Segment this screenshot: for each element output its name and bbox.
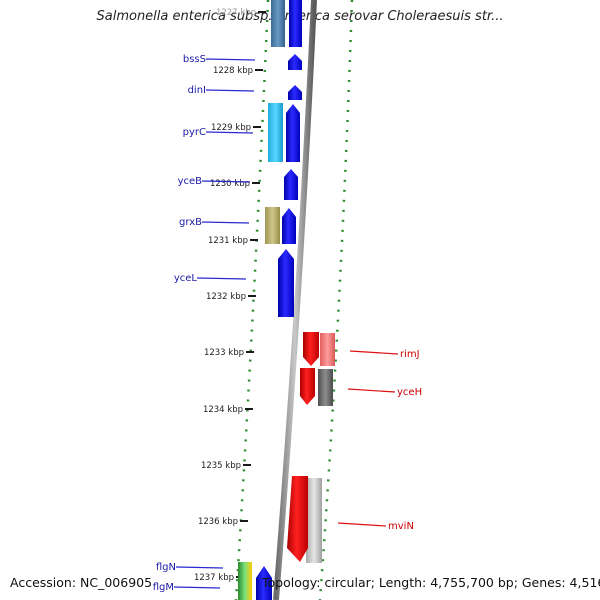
scale-tick-label: 1237 kbp bbox=[194, 573, 234, 583]
scale-tick-label: 1234 kbp bbox=[203, 405, 243, 415]
gene-label-yceB[interactable]: yceB bbox=[178, 176, 203, 187]
cog-block[interactable] bbox=[265, 207, 280, 244]
cog-block[interactable] bbox=[320, 333, 335, 366]
gene-arrow-reverse[interactable] bbox=[303, 332, 319, 366]
gene-arrow-forward[interactable] bbox=[289, 0, 302, 47]
gene-label-dinI[interactable]: dinI bbox=[188, 85, 206, 96]
cog-block[interactable] bbox=[271, 0, 285, 47]
cog-block[interactable] bbox=[268, 103, 283, 162]
scale-ticks: 1227 kbp 1228 kbp 1229 kbp 1230 kbp 1231 kbp… bbox=[194, 8, 266, 583]
gene-label-yceL[interactable]: yceL bbox=[174, 273, 198, 284]
gene-arrow-forward[interactable] bbox=[286, 104, 300, 162]
inner-dotted-ring bbox=[234, 0, 270, 600]
dotted-tick-rings bbox=[234, 0, 354, 600]
scale-tick-label: 1233 kbp bbox=[204, 348, 244, 358]
gene-leader-line bbox=[337, 522, 387, 527]
gene-arrow-forward[interactable] bbox=[256, 566, 272, 600]
gene-label-flgN[interactable]: flgN bbox=[156, 562, 176, 573]
gene-label-pyrC[interactable]: pyrC bbox=[183, 127, 206, 138]
gene-arrow-forward[interactable] bbox=[288, 85, 302, 100]
gene-label-flgM[interactable]: flgM bbox=[153, 582, 174, 593]
gene-arrow-forward[interactable] bbox=[282, 208, 296, 244]
scale-tick-label: 1229 kbp bbox=[211, 123, 251, 133]
gene-leader-line bbox=[205, 89, 255, 92]
topology-info: Topology: circular; Length: 4,755,700 bp… bbox=[262, 575, 600, 590]
cog-block[interactable] bbox=[318, 369, 333, 406]
scale-tick-label: 1231 kbp bbox=[208, 236, 248, 246]
gene-leader-line bbox=[205, 58, 256, 61]
gene-arrow-reverse[interactable] bbox=[300, 368, 315, 405]
scale-tick-label: 1228 kbp bbox=[213, 66, 253, 76]
scale-tick-label: 1235 kbp bbox=[201, 461, 241, 471]
gene-leader-line bbox=[173, 586, 221, 589]
gene-label-yceH[interactable]: yceH bbox=[397, 387, 422, 398]
gene-leader-line bbox=[201, 180, 251, 183]
scale-tick-label: 1232 kbp bbox=[206, 292, 246, 302]
gene-leader-line bbox=[175, 566, 224, 569]
cog-category-blocks bbox=[238, 0, 335, 600]
scale-tick-label: 1230 kbp bbox=[210, 179, 250, 189]
gene-arrow-forward[interactable] bbox=[284, 169, 298, 200]
gene-label-bssS[interactable]: bssS bbox=[183, 54, 206, 65]
gene-arrow-forward[interactable] bbox=[278, 249, 294, 317]
gene-leader-line bbox=[347, 388, 396, 393]
outer-dotted-ring bbox=[318, 0, 354, 600]
gene-arrow-reverse[interactable] bbox=[287, 476, 308, 562]
forward-strand-genes bbox=[256, 0, 302, 600]
gene-leader-line bbox=[205, 131, 254, 134]
gene-label-mviN[interactable]: mviN bbox=[388, 521, 414, 532]
scale-tick-label: 1236 kbp bbox=[198, 517, 238, 527]
gene-label-rimJ[interactable]: rimJ bbox=[400, 349, 420, 360]
gene-arrow-forward[interactable] bbox=[288, 54, 302, 70]
gene-labels: bssS dinI pyrC yceB grxB yceL flgN flgM rimJ yceH… bbox=[153, 54, 422, 593]
accession-label: Accession: NC_006905 bbox=[10, 575, 153, 590]
gene-leader-line bbox=[349, 350, 399, 355]
map-footer: Accession: NC_006905 Topology: circular;… bbox=[10, 575, 600, 593]
gene-leader-line bbox=[196, 277, 247, 280]
gene-leader-line bbox=[201, 221, 250, 224]
cog-block[interactable] bbox=[306, 478, 322, 563]
cog-block[interactable] bbox=[238, 562, 252, 600]
reverse-strand-genes bbox=[287, 332, 319, 562]
genome-backbone bbox=[273, 0, 317, 600]
scale-tick-label: 1227 kbp bbox=[216, 8, 256, 18]
gene-label-grxB[interactable]: grxB bbox=[179, 217, 202, 228]
